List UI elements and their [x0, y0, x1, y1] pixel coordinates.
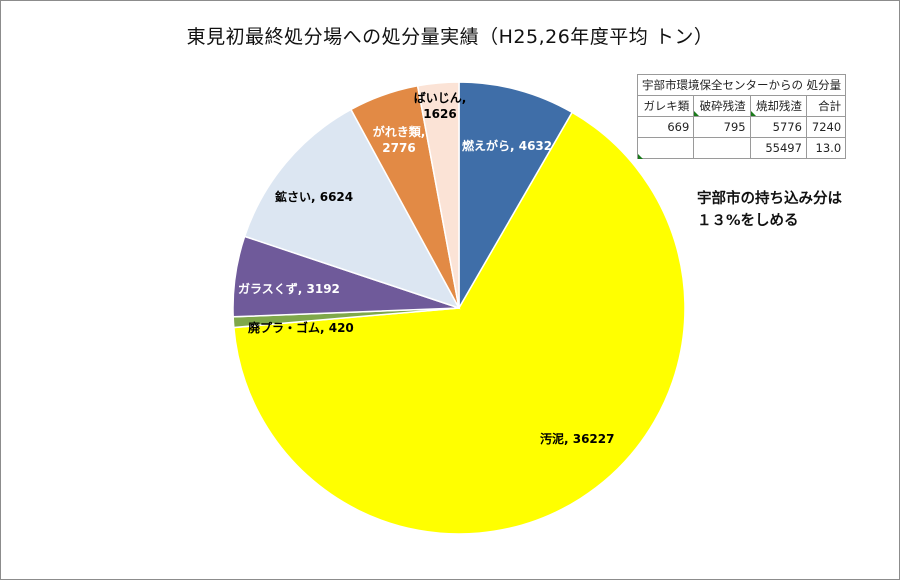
slice-label-1: 汚泥, 36227 — [540, 431, 615, 446]
note-line-2: １３%をしめる — [697, 213, 799, 229]
cell-total: 7240 — [805, 116, 847, 138]
cell-percentage: 13.0 — [805, 137, 847, 159]
disposal-table: 宇部市環境保全センターからの 処分量 ガレキ類 破砕残渣 焼却残渣 合計 669… — [636, 74, 847, 159]
header-total: 合計 — [805, 95, 847, 117]
table-row: 669 795 5776 7240 — [636, 116, 847, 159]
cell-empty — [693, 137, 751, 159]
slice-label-3: ガラスくず, 3192 — [238, 281, 340, 296]
pie-slice-1 — [233, 111, 686, 535]
slice-label-2: 廃プラ・ゴム, 420 — [248, 320, 354, 335]
slice-label-0: 燃えがら, 4632 — [462, 138, 552, 153]
chart-title: 東見初最終処分場への処分量実績（H25,26年度平均 トン） — [186, 26, 714, 48]
slice-label-5: がれき類, 2776 — [373, 124, 426, 155]
cell-grand-total: 55497 — [749, 137, 807, 159]
header-incineration-residue: 焼却残渣 — [749, 95, 807, 117]
cell-crushed: 795 — [693, 116, 751, 138]
cell-empty — [636, 137, 695, 159]
share-note: 宇部市の持ち込み分は １３%をしめる — [697, 188, 842, 232]
header-rubble: ガレキ類 — [636, 95, 695, 117]
table-header-row: ガレキ類 破砕残渣 焼却残渣 合計 — [636, 95, 847, 117]
slice-label-6: ばいじん, 1626 — [414, 90, 467, 121]
note-line-1: 宇部市の持ち込み分は — [697, 191, 842, 207]
pie-slice-4 — [243, 108, 461, 310]
pie-slice-6 — [416, 81, 460, 309]
cell-incineration: 5776 — [749, 116, 807, 138]
pie-slice-0 — [458, 81, 574, 311]
header-crushed-residue: 破砕残渣 — [693, 95, 751, 117]
slice-label-4: 鉱さい, 6624 — [275, 189, 353, 204]
table-row: 55497 13.0 — [636, 137, 847, 159]
cell-rubble: 669 — [636, 116, 695, 159]
table-caption: 宇部市環境保全センターからの 処分量 — [636, 74, 847, 96]
